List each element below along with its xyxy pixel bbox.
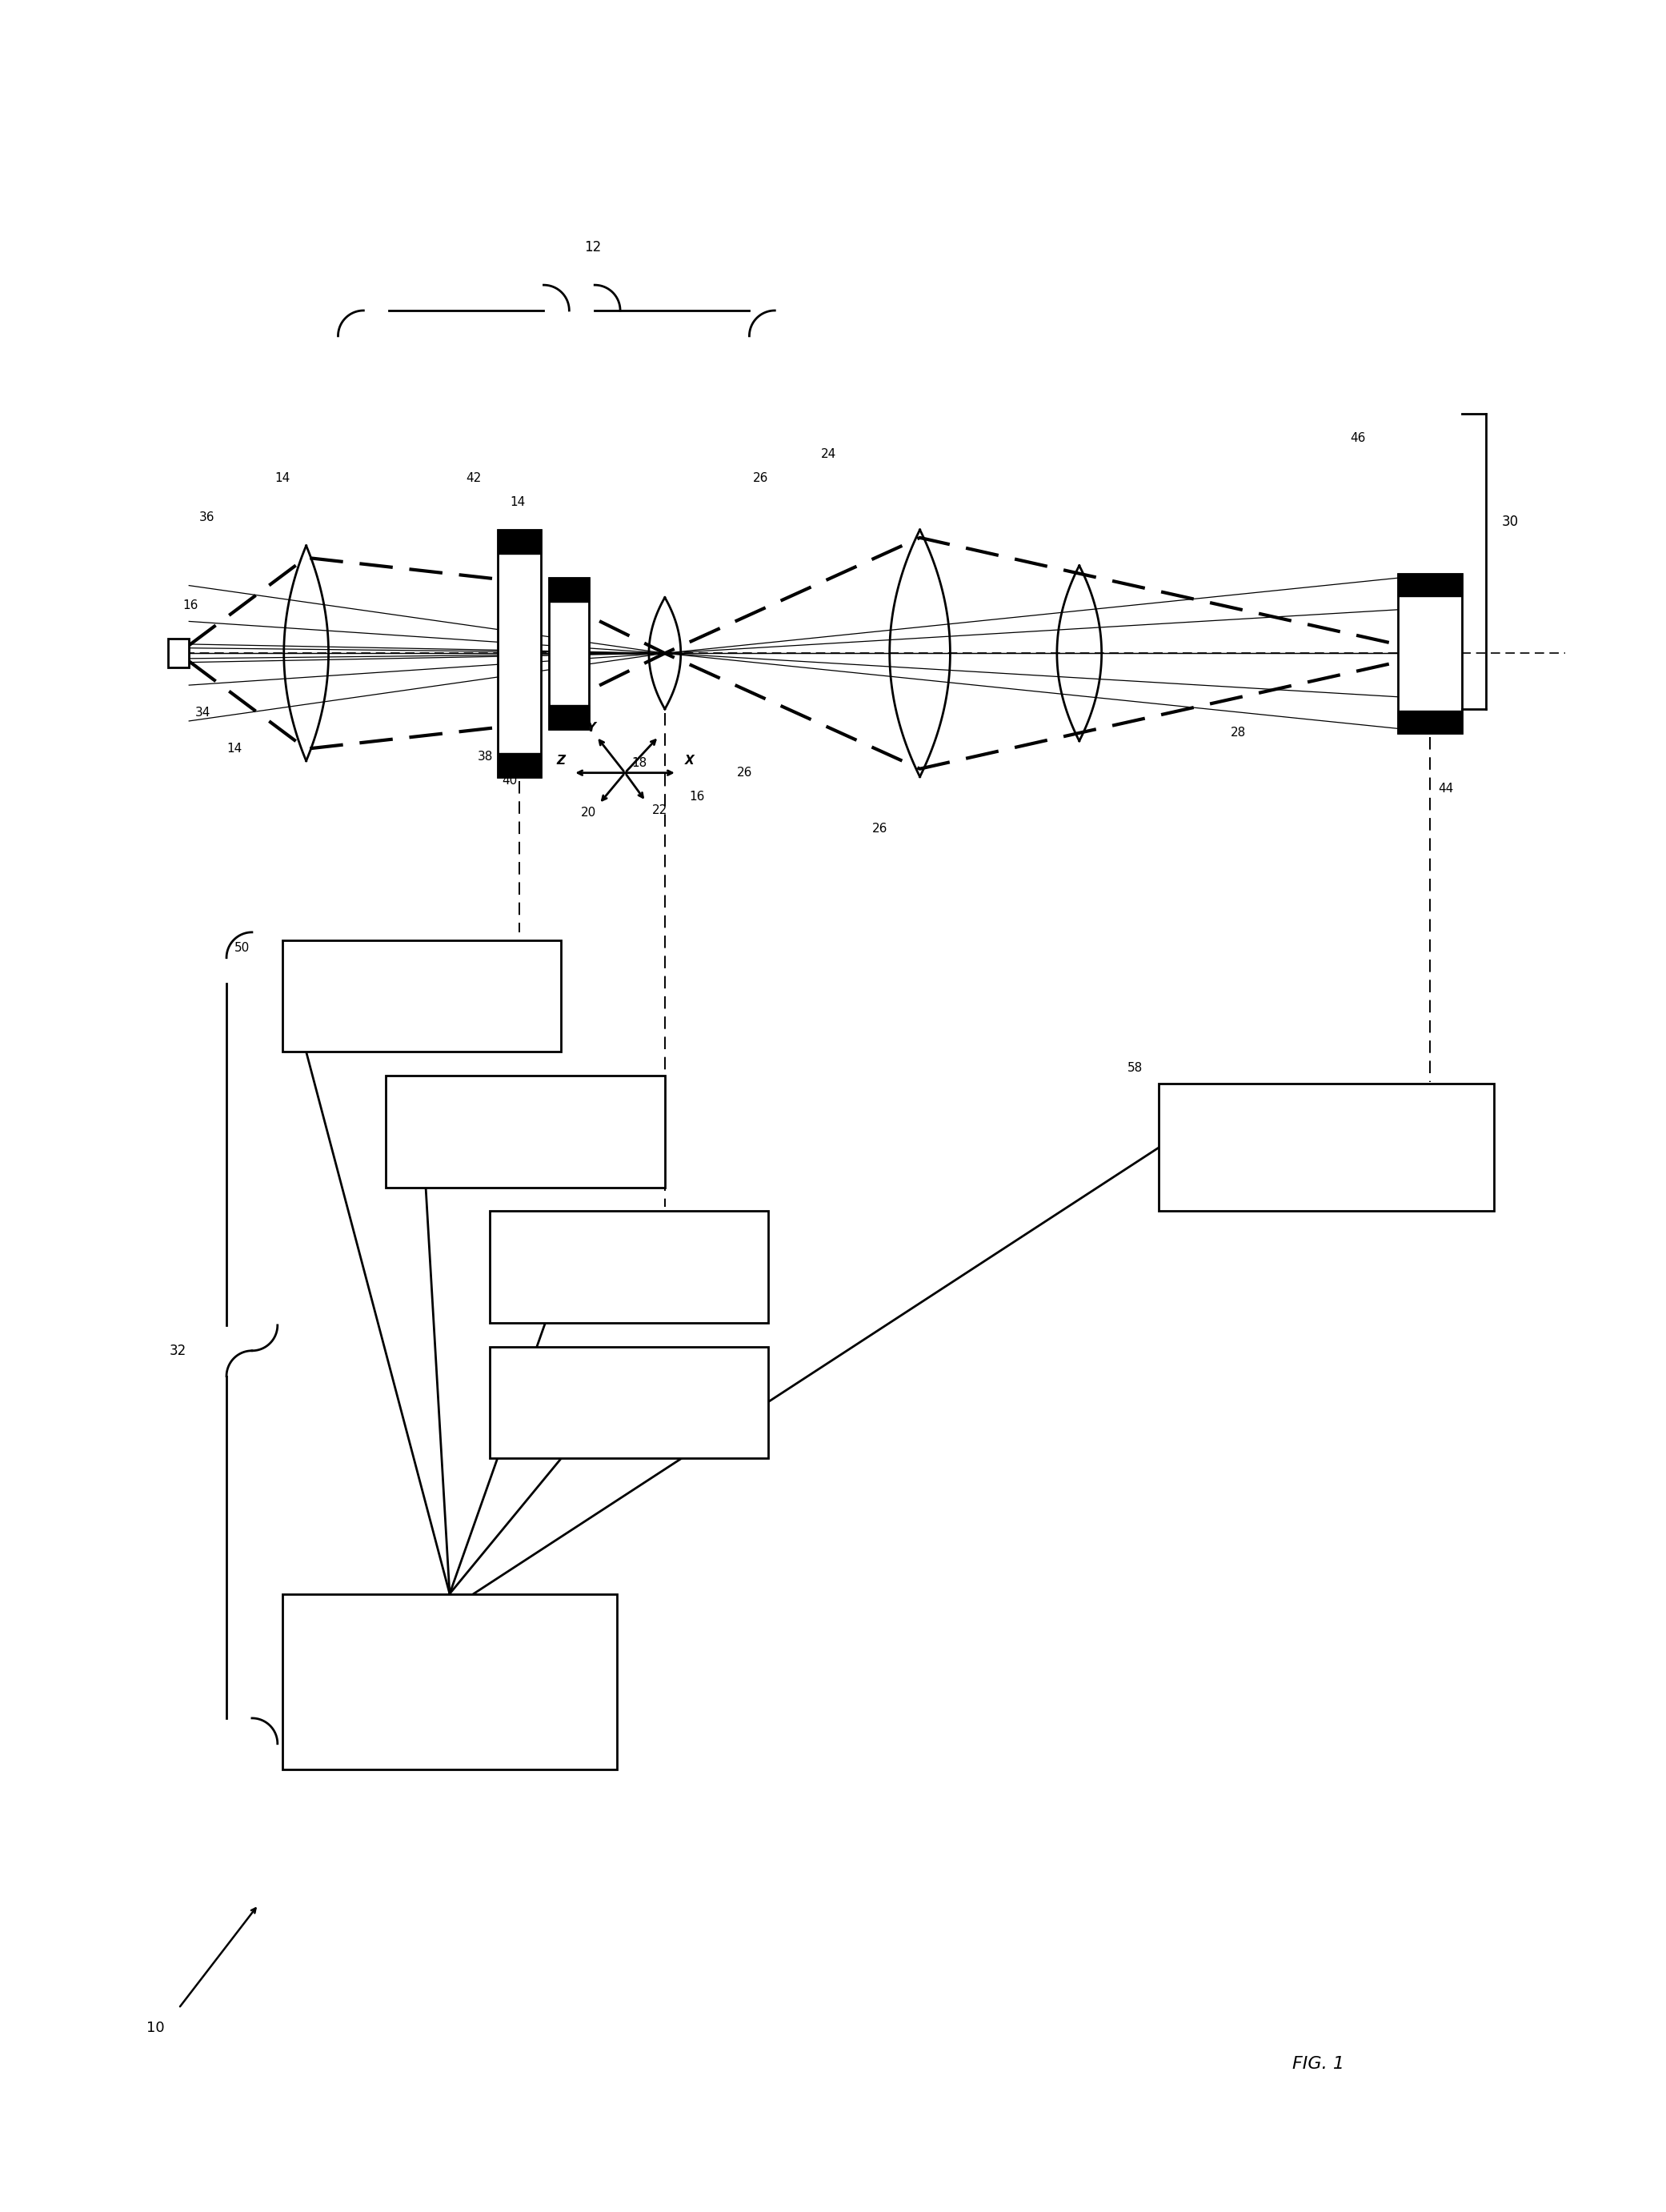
FancyBboxPatch shape [168,639,188,668]
Text: 52: 52 [421,1086,438,1097]
Text: STAGE POSITION
READ-OUT: STAGE POSITION READ-OUT [573,1389,685,1416]
Text: 18: 18 [631,757,646,770]
Text: 38: 38 [478,750,493,763]
Text: 16: 16 [183,599,198,611]
Text: 26: 26 [736,768,753,779]
Text: 46: 46 [1351,431,1366,445]
Text: 56: 56 [673,1245,688,1256]
FancyBboxPatch shape [1398,573,1461,732]
FancyBboxPatch shape [490,1347,768,1458]
FancyBboxPatch shape [550,577,590,730]
FancyBboxPatch shape [282,1595,616,1770]
Text: 50: 50 [235,942,250,953]
Bar [1398,573,1461,595]
Bar [1398,710,1461,732]
Text: MICROSCOPE
CONTROLLER: MICROSCOPE CONTROLLER [378,982,465,1011]
Text: 30: 30 [1501,515,1519,529]
Text: 14: 14 [510,495,525,509]
Text: BEAM BLANKER
CONTROLLER: BEAM BLANKER CONTROLLER [473,1117,576,1146]
Text: 22: 22 [653,803,668,816]
Text: 44: 44 [1438,783,1454,794]
Text: 16: 16 [690,790,705,803]
Text: 42: 42 [466,471,481,484]
FancyBboxPatch shape [490,1212,768,1323]
FancyBboxPatch shape [282,940,561,1051]
Text: 26: 26 [873,823,888,834]
Bar [550,706,590,730]
Bar [498,529,541,553]
FancyBboxPatch shape [387,1075,665,1188]
Text: STAGE CONTROLLER: STAGE CONTROLLER [561,1261,696,1274]
Text: Y: Y [586,721,595,734]
Text: 12: 12 [585,241,601,254]
Text: DETECTOR
READ-OUT: DETECTOR READ-OUT [1288,1133,1364,1161]
Text: 54: 54 [593,1077,608,1091]
Text: 28: 28 [1231,728,1246,739]
FancyBboxPatch shape [498,529,541,776]
Bar [498,752,541,776]
Text: 14: 14 [227,743,242,754]
Text: 32: 32 [170,1343,187,1358]
Text: 48: 48 [410,1604,425,1615]
Bar [550,577,590,602]
Text: FIG. 1: FIG. 1 [1293,2057,1344,2073]
Text: 24: 24 [821,449,836,460]
FancyBboxPatch shape [1160,1084,1494,1212]
Text: PROCESS
CONTROLLER: PROCESS CONTROLLER [402,1668,498,1694]
Text: 34: 34 [195,708,210,719]
Text: 40: 40 [501,774,516,787]
Text: 36: 36 [198,511,215,524]
Text: 14: 14 [275,471,290,484]
Text: 20: 20 [581,807,596,818]
Text: 10: 10 [147,2022,165,2035]
Text: 26: 26 [753,471,768,484]
Text: 58: 58 [1128,1062,1143,1073]
Text: Z: Z [556,754,565,765]
Text: X: X [685,754,695,765]
